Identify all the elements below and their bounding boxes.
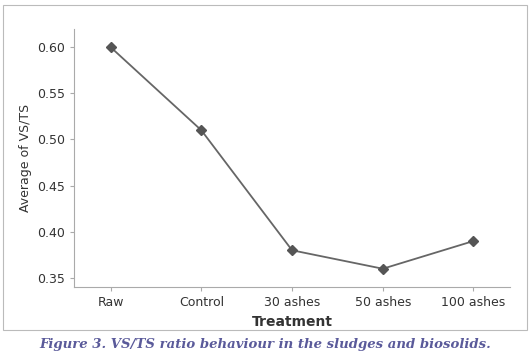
- X-axis label: Treatment: Treatment: [252, 315, 332, 329]
- Text: Figure 3. VS/TS ratio behaviour in the sludges and biosolids.: Figure 3. VS/TS ratio behaviour in the s…: [40, 338, 491, 351]
- Y-axis label: Average of VS/TS: Average of VS/TS: [19, 104, 32, 212]
